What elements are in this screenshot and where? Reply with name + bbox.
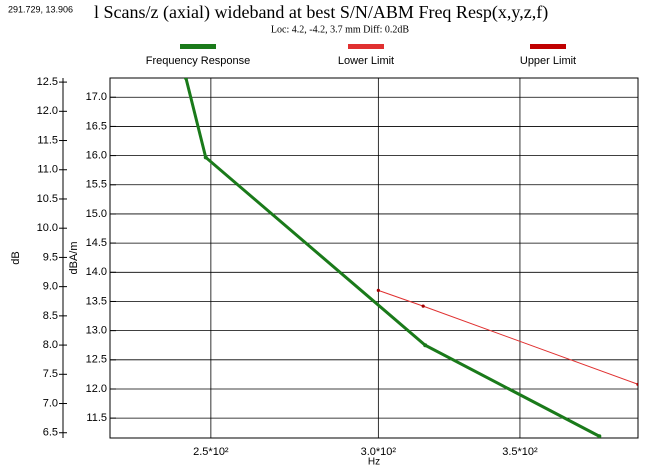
data-point [597, 434, 602, 438]
y-axis-label: dB [10, 251, 22, 264]
y2-tick-label: 16.5 [86, 120, 107, 132]
x-tick-label: 3.5*10² [502, 446, 538, 458]
y2-tick-label: 15.5 [86, 179, 107, 191]
y-tick-label: 7.5 [43, 368, 58, 380]
y-tick-label: 12.0 [37, 105, 58, 117]
legend-swatch [530, 44, 566, 49]
y-tick-label: 6.5 [43, 427, 58, 439]
chart-title: l Scans/z (axial) wideband at best S/N/A… [94, 2, 548, 23]
y-tick-label: 9.5 [43, 251, 58, 263]
y2-tick-label: 16.0 [86, 150, 107, 162]
legend-swatch [348, 44, 384, 49]
y2-tick-label: 13.5 [86, 295, 107, 307]
y-tick-label: 11.5 [37, 134, 58, 146]
y-tick-label: 7.0 [43, 397, 58, 409]
data-point [183, 78, 188, 80]
y2-tick-label: 13.0 [86, 325, 107, 337]
y-tick-label: 8.5 [43, 310, 58, 322]
legend-label: Lower Limit [338, 55, 394, 67]
x-tick-label: 2.5*10² [193, 446, 229, 458]
data-point [203, 155, 208, 160]
y2-tick-label: 14.0 [86, 266, 107, 278]
y2-tick-label: 11.5 [86, 412, 107, 424]
y2-tick-label: 17.0 [86, 91, 107, 103]
y2-tick-label: 12.0 [86, 383, 107, 395]
cursor-readout: 291.729, 13.906 [8, 4, 73, 14]
subtitle: Loc: 4.2, -4.2, 3.7 mm Diff: 0.2dB [271, 24, 409, 35]
y-tick-label: 8.0 [43, 339, 58, 351]
legend-swatch [180, 44, 216, 49]
y-tick-label: 9.0 [43, 281, 58, 293]
data-point [423, 343, 428, 348]
x-axis-label: Hz [368, 457, 380, 468]
y2-axis-label: dBA/m [68, 241, 80, 274]
y-tick-label: 10.0 [37, 222, 58, 234]
y-tick-label: 12.5 [37, 76, 58, 88]
data-point [376, 288, 380, 292]
series-line [184, 78, 601, 438]
data-point [421, 304, 425, 308]
y2-tick-label: 14.5 [86, 237, 107, 249]
plot-area [109, 77, 639, 439]
legend-label: Frequency Response [146, 55, 251, 67]
y2-tick-label: 12.5 [86, 354, 107, 366]
x-tick-label: 3.0*10² [361, 446, 397, 458]
y-tick-label: 10.5 [37, 193, 58, 205]
data-point [636, 382, 638, 386]
y-tick-label: 11.0 [37, 164, 58, 176]
y2-tick-label: 15.0 [86, 208, 107, 220]
legend-label: Upper Limit [520, 55, 576, 67]
